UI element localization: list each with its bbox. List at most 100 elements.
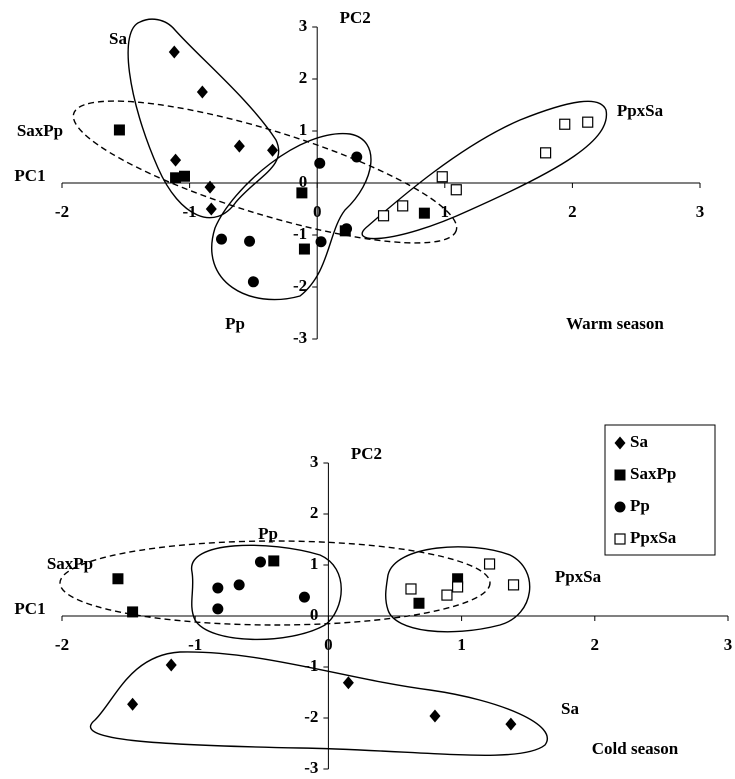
x-tick-label: -2 bbox=[55, 202, 69, 221]
y-axis-label: PC2 bbox=[351, 444, 382, 463]
y-tick-label: -3 bbox=[293, 328, 307, 347]
point bbox=[314, 157, 326, 169]
point bbox=[418, 207, 430, 219]
point bbox=[296, 187, 308, 199]
group-label: SaxPp bbox=[17, 121, 63, 140]
x-tick-label: 2 bbox=[591, 635, 600, 654]
x-tick-label: 0 bbox=[324, 635, 333, 654]
x-axis-label: PC1 bbox=[14, 599, 45, 618]
x-tick-label: 2 bbox=[568, 202, 577, 221]
point bbox=[441, 589, 453, 601]
point bbox=[216, 233, 227, 245]
x-tick-label: 3 bbox=[696, 202, 705, 221]
point bbox=[170, 153, 182, 167]
legend-label: PpxSa bbox=[630, 528, 677, 547]
y-tick-label: 1 bbox=[310, 554, 319, 573]
point bbox=[254, 556, 266, 568]
point bbox=[452, 581, 464, 593]
point bbox=[298, 243, 310, 255]
legend-marker bbox=[614, 469, 626, 481]
y-tick-label: 1 bbox=[299, 120, 308, 139]
y-axis-label: PC2 bbox=[340, 8, 371, 27]
point bbox=[397, 200, 409, 212]
y-tick-label: 0 bbox=[310, 605, 319, 624]
point bbox=[247, 276, 259, 288]
point bbox=[196, 85, 208, 99]
envelope bbox=[59, 540, 491, 626]
group-label: Pp bbox=[258, 524, 278, 543]
point bbox=[178, 170, 190, 182]
legend-marker bbox=[614, 436, 626, 450]
point bbox=[233, 579, 245, 591]
legend-label: SaxPp bbox=[630, 464, 676, 483]
point bbox=[540, 147, 552, 159]
x-tick-label: -2 bbox=[55, 635, 69, 654]
chart-title: Cold season bbox=[592, 739, 679, 758]
envelope bbox=[211, 132, 372, 301]
chart-title: Warm season bbox=[566, 314, 664, 333]
point bbox=[168, 45, 180, 59]
x-tick-label: 1 bbox=[457, 635, 466, 654]
point bbox=[429, 709, 441, 723]
point bbox=[212, 582, 224, 594]
y-tick-label: -2 bbox=[293, 276, 307, 295]
x-tick-label: 1 bbox=[441, 202, 450, 221]
point bbox=[507, 579, 520, 591]
group-label: Sa bbox=[109, 29, 127, 48]
point bbox=[205, 202, 217, 216]
point bbox=[315, 236, 327, 248]
group-label: PpxSa bbox=[555, 567, 602, 586]
y-tick-label: -1 bbox=[304, 656, 318, 675]
point bbox=[112, 573, 124, 585]
legend-marker bbox=[614, 501, 626, 513]
point bbox=[267, 143, 279, 157]
point bbox=[170, 172, 182, 184]
point bbox=[233, 139, 245, 153]
legend-label: Sa bbox=[630, 432, 648, 451]
point bbox=[405, 583, 417, 595]
point bbox=[212, 603, 224, 615]
point bbox=[268, 555, 280, 567]
y-tick-label: -1 bbox=[293, 224, 307, 243]
point bbox=[452, 573, 464, 585]
point bbox=[341, 223, 353, 235]
group-label: SaxPp bbox=[47, 554, 93, 573]
point bbox=[127, 606, 139, 618]
y-tick-label: -3 bbox=[304, 758, 318, 777]
group-label: Pp bbox=[225, 314, 245, 333]
y-tick-label: 3 bbox=[299, 16, 308, 35]
point bbox=[582, 116, 594, 128]
point bbox=[559, 118, 571, 130]
x-tick-label: -1 bbox=[188, 635, 202, 654]
point bbox=[436, 171, 448, 183]
point bbox=[505, 717, 517, 731]
point bbox=[127, 697, 139, 711]
x-tick-label: -1 bbox=[183, 202, 197, 221]
x-tick-label: 3 bbox=[724, 635, 733, 654]
group-label: PpxSa bbox=[617, 101, 664, 120]
legend-marker bbox=[614, 533, 626, 545]
envelope bbox=[72, 100, 458, 244]
x-tick-label: 0 bbox=[313, 202, 322, 221]
point bbox=[413, 597, 425, 609]
point bbox=[483, 558, 496, 570]
y-tick-label: 2 bbox=[299, 68, 308, 87]
x-axis-label: PC1 bbox=[14, 166, 45, 185]
point bbox=[351, 151, 363, 163]
legend-box bbox=[604, 424, 716, 556]
point bbox=[113, 124, 125, 136]
envelope bbox=[361, 100, 608, 240]
point bbox=[377, 210, 390, 222]
y-tick-label: -2 bbox=[304, 707, 318, 726]
envelope bbox=[385, 546, 531, 633]
envelope bbox=[89, 651, 548, 756]
point bbox=[204, 180, 216, 194]
y-tick-label: 2 bbox=[310, 503, 319, 522]
envelope bbox=[127, 18, 280, 219]
point bbox=[342, 676, 354, 690]
point bbox=[165, 658, 177, 672]
y-tick-label: 0 bbox=[299, 172, 308, 191]
point bbox=[298, 591, 310, 603]
group-label: Sa bbox=[561, 699, 579, 718]
